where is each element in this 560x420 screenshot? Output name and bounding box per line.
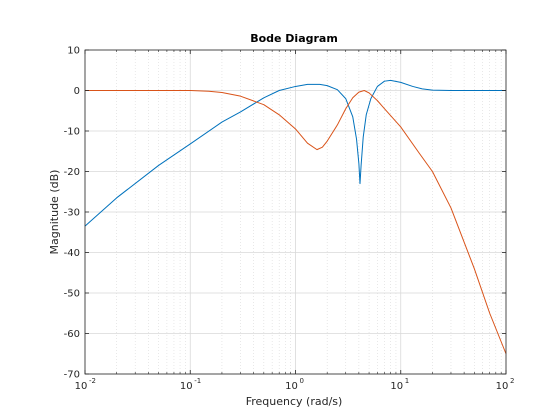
axes-frame xyxy=(84,49,507,375)
chart-title: Bode Diagram xyxy=(250,32,338,45)
x-tick-label: 10 xyxy=(285,381,298,392)
x-tick-label: 10 xyxy=(75,381,88,392)
y-tick-label: -60 xyxy=(64,329,80,340)
y-tick-label: -10 xyxy=(64,127,80,138)
series-line-2 xyxy=(85,90,507,354)
y-tick-label: -30 xyxy=(64,208,80,219)
grid xyxy=(84,49,507,375)
y-tick-label: -40 xyxy=(64,248,80,259)
y-tick-label: -50 xyxy=(64,289,80,300)
y-tick-label: 10 xyxy=(67,46,80,57)
x-tick-label: 10 xyxy=(390,381,403,392)
y-tick-label: 0 xyxy=(74,86,80,97)
x-tick-label: 10 xyxy=(496,381,509,392)
y-tick-label: -70 xyxy=(64,370,80,381)
x-tick-exponent: -2 xyxy=(89,377,96,385)
series-line-1 xyxy=(84,79,506,227)
x-tick-exponent: 0 xyxy=(300,377,304,385)
x-tick-exponent: 2 xyxy=(510,377,514,385)
x-axis-label: Frequency (rad/s) xyxy=(246,395,343,408)
series-layer xyxy=(84,79,507,354)
x-tick-label: 10 xyxy=(180,381,193,392)
x-tick-exponent: -1 xyxy=(194,377,201,385)
x-tick-exponent: 1 xyxy=(405,377,409,385)
y-axis-label: Magnitude (dB) xyxy=(48,170,61,255)
y-tick-label: -20 xyxy=(64,167,80,178)
